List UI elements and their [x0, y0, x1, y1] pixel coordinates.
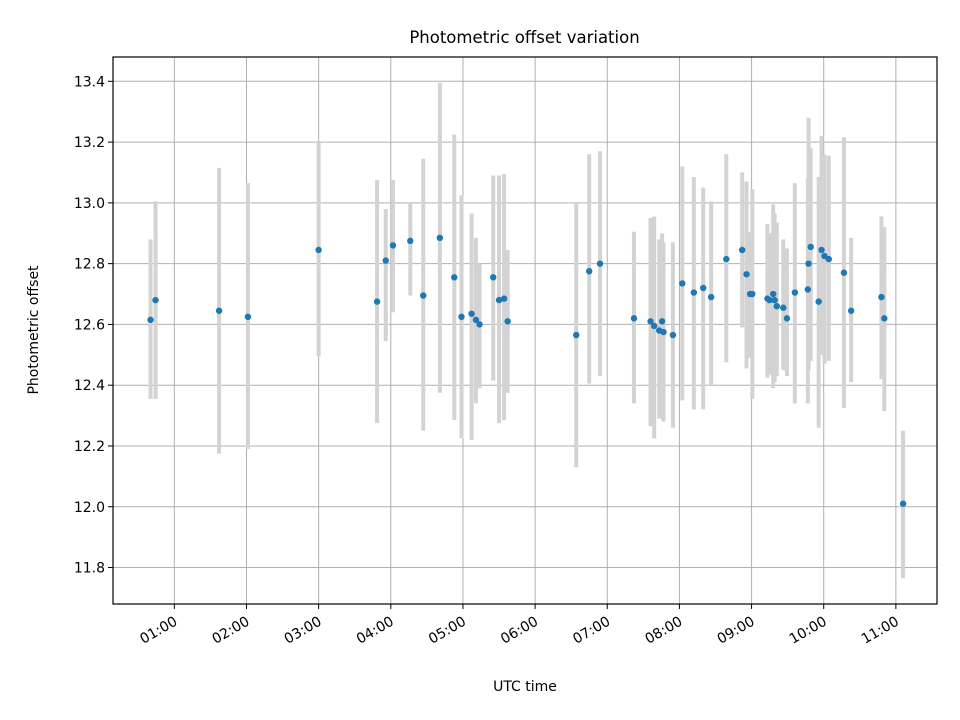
data-point — [244, 313, 252, 321]
y-tick-label: 12.6 — [74, 317, 105, 333]
data-point — [807, 243, 814, 251]
y-tick-label: 12.8 — [74, 257, 105, 273]
data-point — [573, 331, 580, 339]
data-point — [700, 284, 707, 292]
data-point — [723, 255, 730, 263]
data-point — [804, 286, 812, 293]
y-tick-label: 12.4 — [74, 378, 105, 394]
y-tick-label: 12.2 — [74, 439, 105, 455]
data-point — [389, 242, 397, 249]
data-point — [472, 316, 480, 324]
data-point — [504, 318, 511, 325]
data-point — [766, 296, 773, 304]
data-point — [476, 321, 483, 328]
data-points — [147, 234, 907, 507]
x-tick-label: 07:00 — [570, 614, 613, 648]
x-tick-label: 03:00 — [282, 614, 325, 648]
data-point — [771, 296, 778, 304]
x-tick-label: 02:00 — [210, 614, 253, 648]
data-point — [738, 246, 746, 254]
data-point — [791, 289, 799, 296]
data-point — [420, 292, 427, 299]
data-point — [630, 315, 638, 322]
data-point — [743, 271, 750, 278]
data-point — [658, 318, 666, 325]
data-point — [495, 296, 503, 304]
y-axis-label: Photometric offset — [26, 265, 42, 395]
data-point — [805, 260, 812, 267]
data-point — [596, 260, 604, 267]
data-point — [707, 293, 715, 301]
data-point — [147, 316, 154, 324]
data-point — [436, 234, 444, 242]
data-point — [382, 257, 389, 264]
data-point — [899, 500, 907, 507]
data-point — [215, 307, 223, 314]
data-point — [586, 268, 593, 275]
y-tick-label: 13.0 — [74, 196, 105, 212]
data-point — [407, 237, 414, 245]
y-tick-label: 13.2 — [74, 135, 105, 151]
data-point — [847, 307, 855, 314]
data-point — [878, 293, 885, 301]
plot-frame — [112, 56, 938, 605]
data-point — [647, 318, 654, 325]
y-tick-label: 13.4 — [74, 74, 105, 90]
data-point — [650, 322, 658, 330]
data-point — [749, 290, 756, 298]
data-point — [660, 328, 667, 336]
error-bars — [148, 82, 906, 579]
x-tick-label: 10:00 — [787, 614, 830, 648]
x-tick-label: 11:00 — [859, 614, 902, 648]
data-point — [669, 331, 677, 339]
x-tick-label: 08:00 — [642, 614, 685, 648]
x-tick-label: 09:00 — [715, 614, 758, 648]
data-point — [840, 269, 848, 276]
data-point — [451, 274, 458, 281]
chart-title: Photometric offset variation — [409, 28, 639, 47]
y-tick-label: 11.8 — [74, 561, 105, 577]
data-point — [468, 310, 475, 317]
data-point — [458, 313, 465, 321]
data-point — [373, 298, 381, 305]
data-point — [815, 298, 822, 305]
data-point — [818, 246, 825, 254]
data-point — [770, 290, 777, 298]
x-tick-label: 05:00 — [426, 614, 469, 648]
x-axis-label: UTC time — [493, 679, 557, 695]
data-point — [152, 296, 159, 304]
data-point — [783, 315, 791, 322]
y-axis-ticks: 11.8 12.0 12.2 12.4 12.6 12.8 13.0 13.2 13.4 — [74, 74, 113, 577]
data-point — [500, 295, 508, 302]
data-point — [490, 274, 497, 281]
x-axis-ticks: 01:00 02:00 03:00 04:00 05:00 06:00 07:00 08:00… — [137, 604, 902, 648]
data-point — [773, 302, 781, 310]
y-tick-label: 12.0 — [74, 500, 105, 516]
data-point — [315, 246, 322, 254]
grid — [113, 57, 937, 604]
data-point — [679, 280, 686, 287]
x-tick-label: 06:00 — [498, 614, 541, 648]
data-point — [780, 304, 787, 311]
data-point — [825, 255, 832, 263]
x-tick-label: 04:00 — [354, 614, 397, 648]
x-tick-label: 01:00 — [137, 614, 180, 648]
data-point — [690, 289, 698, 296]
data-point — [881, 315, 888, 322]
